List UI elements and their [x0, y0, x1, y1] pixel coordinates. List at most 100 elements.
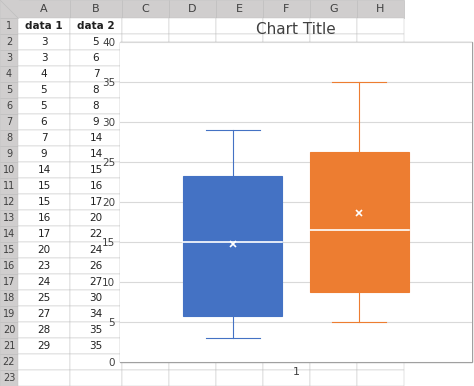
Bar: [310, 194, 357, 210]
Bar: [216, 178, 263, 194]
Bar: [122, 146, 169, 162]
Bar: [18, 98, 70, 114]
Bar: [122, 98, 169, 114]
Text: 7: 7: [93, 69, 100, 79]
Text: 10: 10: [3, 165, 15, 175]
Bar: [310, 98, 357, 114]
Bar: [263, 114, 310, 130]
Bar: [70, 226, 122, 242]
Bar: [122, 0, 169, 18]
Bar: [0, 178, 18, 194]
Bar: [310, 50, 357, 66]
Text: 19: 19: [3, 309, 15, 319]
Text: D: D: [188, 4, 197, 14]
Bar: [169, 162, 216, 178]
Bar: [0, 162, 18, 178]
Bar: [0, 66, 18, 82]
Text: 6: 6: [6, 101, 12, 111]
Bar: [310, 370, 357, 386]
Bar: [169, 82, 216, 98]
Text: 17: 17: [37, 229, 51, 239]
Text: 7: 7: [6, 117, 12, 127]
Bar: [216, 354, 263, 370]
Bar: [216, 226, 263, 242]
Bar: [18, 354, 70, 370]
Bar: [357, 258, 404, 274]
Bar: [357, 306, 404, 322]
Bar: [169, 290, 216, 306]
Bar: [357, 242, 404, 258]
Text: 3: 3: [41, 53, 47, 63]
Bar: [263, 50, 310, 66]
Bar: [263, 274, 310, 290]
Bar: [70, 66, 122, 82]
Bar: [122, 50, 169, 66]
Bar: [357, 370, 404, 386]
Text: 15: 15: [90, 165, 103, 175]
Bar: [357, 18, 404, 34]
Bar: [169, 178, 216, 194]
Bar: [0, 370, 18, 386]
Bar: [357, 178, 404, 194]
Text: 4: 4: [6, 69, 12, 79]
Bar: [122, 354, 169, 370]
Bar: [70, 290, 122, 306]
Bar: [169, 50, 216, 66]
Bar: [263, 226, 310, 242]
Bar: [169, 306, 216, 322]
Bar: [122, 290, 169, 306]
Text: 35: 35: [90, 325, 103, 335]
Bar: [169, 18, 216, 34]
Bar: [70, 162, 122, 178]
Text: F: F: [283, 4, 290, 14]
Bar: [183, 176, 282, 316]
Bar: [122, 274, 169, 290]
Text: 3: 3: [6, 53, 12, 63]
Bar: [169, 98, 216, 114]
Text: 3: 3: [41, 37, 47, 47]
Bar: [169, 226, 216, 242]
Bar: [70, 34, 122, 50]
Bar: [0, 274, 18, 290]
Bar: [122, 114, 169, 130]
Bar: [263, 130, 310, 146]
Text: 17: 17: [90, 197, 103, 207]
Bar: [18, 0, 70, 18]
Bar: [216, 322, 263, 338]
Text: 20: 20: [37, 245, 51, 255]
Text: 12: 12: [3, 197, 15, 207]
Bar: [169, 338, 216, 354]
Text: 4: 4: [41, 69, 47, 79]
Text: 30: 30: [90, 293, 102, 303]
Bar: [0, 50, 18, 66]
Text: E: E: [236, 4, 243, 14]
Bar: [263, 290, 310, 306]
Text: 18: 18: [3, 293, 15, 303]
Bar: [122, 242, 169, 258]
Text: 2: 2: [6, 37, 12, 47]
Bar: [169, 34, 216, 50]
Text: 13: 13: [3, 213, 15, 223]
Bar: [169, 0, 216, 18]
Bar: [0, 146, 18, 162]
Text: 14: 14: [90, 149, 103, 159]
Bar: [120, 42, 472, 362]
Bar: [0, 258, 18, 274]
Title: Chart Title: Chart Title: [256, 22, 336, 37]
Bar: [216, 130, 263, 146]
Bar: [310, 242, 357, 258]
Bar: [310, 146, 357, 162]
Bar: [0, 194, 18, 210]
Bar: [0, 130, 18, 146]
Bar: [18, 226, 70, 242]
Bar: [0, 306, 18, 322]
Bar: [310, 114, 357, 130]
Bar: [70, 210, 122, 226]
Text: 34: 34: [90, 309, 103, 319]
Bar: [169, 194, 216, 210]
Bar: [0, 210, 18, 226]
Bar: [216, 98, 263, 114]
Text: 22: 22: [3, 357, 15, 367]
Bar: [70, 114, 122, 130]
Bar: [357, 34, 404, 50]
